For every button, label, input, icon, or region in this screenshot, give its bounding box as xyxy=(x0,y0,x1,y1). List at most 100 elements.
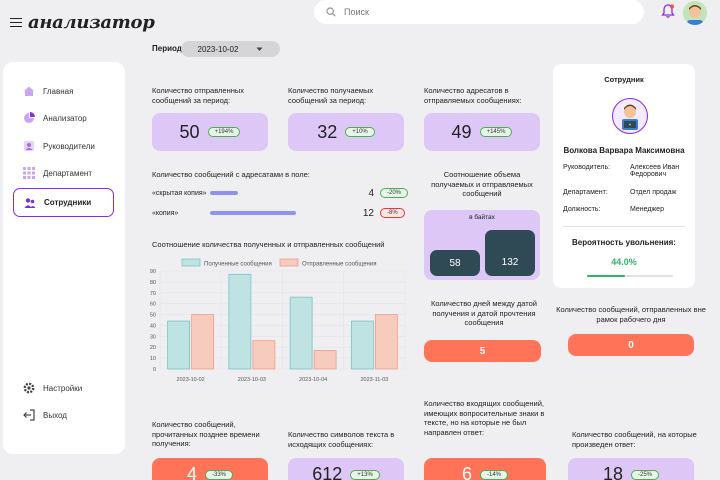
chars-label: Количество символов текста в исходящих с… xyxy=(288,430,395,449)
bar xyxy=(167,320,191,370)
y-tick-label: 0 xyxy=(153,367,156,373)
received-count-label: Количество получаемых сообщений за перио… xyxy=(288,86,374,105)
employee-row-value: Менеджер xyxy=(630,206,664,213)
y-tick-label: 30 xyxy=(150,334,156,340)
bar xyxy=(191,314,215,370)
logout-icon xyxy=(23,409,35,421)
unanswered-card: 6 -14% xyxy=(424,458,546,480)
user-avatar[interactable] xyxy=(683,1,707,25)
sidebar-item-label: Анализатор xyxy=(43,113,87,123)
legend-swatch xyxy=(279,258,299,267)
search-bar[interactable] xyxy=(314,0,644,24)
field-row-label: «скрытая копия» xyxy=(152,189,207,197)
recipients-count-value: 49 xyxy=(451,121,472,142)
x-tick-label: 2023-10-03 xyxy=(238,377,266,383)
sidebar-item-home[interactable]: Главная xyxy=(13,78,114,104)
employee-row-value: Алексеев Иван Федорович xyxy=(630,164,680,178)
replies-badge: -25% xyxy=(631,470,660,480)
volume-sent-bar: 132 xyxy=(485,230,535,276)
sidebar-item-department[interactable]: Департамент xyxy=(13,160,114,186)
employee-avatar xyxy=(612,98,648,134)
after-hours-label: Количество сообщений, отправленных вне р… xyxy=(556,305,706,324)
employee-row-key: Департамент: xyxy=(563,189,608,196)
dismissal-value: 44.0% xyxy=(611,257,637,267)
sent-count-value: 50 xyxy=(179,121,200,142)
employee-row-key: Должность: xyxy=(563,206,601,213)
legend-label: Отправленные сообщения xyxy=(302,262,376,268)
legend-swatch xyxy=(181,258,201,267)
recipients-count-label: Количество адресатов в отправляемых сооб… xyxy=(424,86,522,105)
sidebar: Главная Анализатор Руководители Департам… xyxy=(3,62,125,454)
sidebar-item-label: Главная xyxy=(43,86,74,96)
recipients-count-card: 49 +145% xyxy=(424,113,540,151)
sidebar-item-analyzer[interactable]: Анализатор xyxy=(13,105,114,131)
field-row-bar xyxy=(210,211,296,215)
sidebar-item-logout[interactable]: Выход xyxy=(13,402,114,428)
y-tick-label: 10 xyxy=(150,356,156,362)
menu-icon[interactable] xyxy=(10,18,22,27)
days-between-value: 5 xyxy=(424,340,541,362)
employee-department-row: Департамент: Отдел продаж xyxy=(563,189,676,196)
sidebar-item-label: Руководители xyxy=(43,141,95,151)
field-row-badge: -8% xyxy=(380,208,405,218)
field-row-cc: «копия» 12 -8% xyxy=(152,206,412,220)
volume-received-bar: 58 xyxy=(430,250,480,276)
dismissal-fill xyxy=(587,275,625,277)
period-value: 2023-10-02 xyxy=(197,44,239,54)
period-label: Период: xyxy=(152,44,185,53)
employee-avatar-icon xyxy=(622,104,638,130)
x-tick-label: 2023-10-04 xyxy=(299,377,327,383)
fields-title: Количество сообщений с адресатами в поле… xyxy=(152,170,310,179)
sidebar-item-label: Настройки xyxy=(43,383,83,393)
divider xyxy=(563,226,685,227)
sidebar-item-settings[interactable]: Настройки xyxy=(13,375,114,401)
home-icon xyxy=(23,85,35,97)
unanswered-label: Количество входящих сообщений, имеющих в… xyxy=(424,399,545,437)
volume-title: Соотношение объема получаемых и отправля… xyxy=(431,170,533,198)
replies-value: 18 xyxy=(602,464,623,480)
field-row-bar xyxy=(210,191,238,195)
employee-card: Сотрудник Волкова Варвара Максимовна Рук… xyxy=(553,64,695,288)
replies-label: Количество сообщений, на которые произве… xyxy=(572,430,697,449)
chars-card: 612 +13% xyxy=(288,458,404,480)
after-hours-value: 0 xyxy=(568,334,694,356)
x-tick-label: 2023-11-03 xyxy=(361,377,389,383)
chars-badge: +13% xyxy=(350,470,380,480)
employee-row-value: Отдел продаж xyxy=(630,189,677,196)
sidebar-item-managers[interactable]: Руководители xyxy=(13,133,114,159)
bar xyxy=(374,314,398,370)
messages-bar-chart: Полученные сообщения Отправленные сообщен… xyxy=(150,258,406,383)
received-count-value: 32 xyxy=(317,121,338,142)
department-icon xyxy=(23,167,35,179)
app-logo[interactable]: анализатор xyxy=(10,12,155,33)
search-icon xyxy=(326,7,336,17)
received-count-card: 32 +10% xyxy=(288,113,404,151)
search-input[interactable] xyxy=(344,7,604,17)
chevron-down-icon xyxy=(256,47,263,51)
sidebar-item-employees[interactable]: Сотрудники xyxy=(13,188,114,217)
sent-count-badge: +194% xyxy=(207,127,241,137)
y-tick-label: 40 xyxy=(150,323,156,329)
employee-card-title: Сотрудник xyxy=(604,75,644,84)
employee-manager-row: Руководитель: Алексеев Иван Федорович xyxy=(563,164,688,178)
y-tick-label: 70 xyxy=(150,291,156,297)
bell-icon[interactable] xyxy=(660,3,676,19)
field-row-value: 12 xyxy=(362,207,374,219)
recipients-count-badge: +145% xyxy=(479,127,513,137)
sidebar-item-label: Выход xyxy=(43,410,67,420)
field-row-bcc: «скрытая копия» 4 -20% xyxy=(152,186,412,200)
sent-count-label: Количество отправленных сообщений за пер… xyxy=(152,86,244,105)
y-tick-label: 20 xyxy=(150,345,156,351)
field-row-label: «копия» xyxy=(152,209,179,217)
managers-icon xyxy=(23,140,35,152)
y-tick-label: 50 xyxy=(150,313,156,319)
analyzer-icon xyxy=(23,112,35,124)
bar xyxy=(289,296,313,370)
field-row-value: 4 xyxy=(368,187,374,199)
replies-card: 18 -25% xyxy=(568,458,694,480)
late-read-value: 4 xyxy=(186,464,197,480)
sent-count-card: 50 +194% xyxy=(152,113,268,151)
period-select[interactable]: 2023-10-02 xyxy=(181,41,280,57)
x-tick-label: 2023-10-02 xyxy=(177,377,205,383)
employees-icon xyxy=(24,197,36,209)
